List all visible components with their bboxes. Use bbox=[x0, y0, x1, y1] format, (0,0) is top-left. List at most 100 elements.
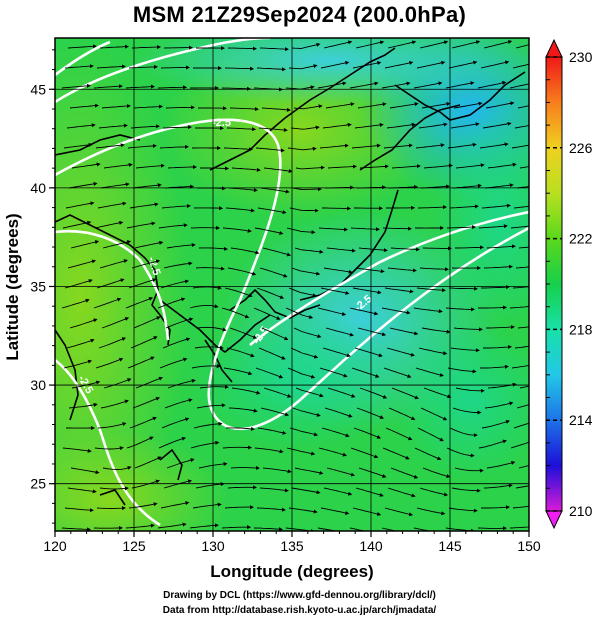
streamline bbox=[285, 307, 314, 319]
streamline bbox=[516, 404, 529, 409]
streamline bbox=[446, 447, 475, 458]
colorbar-tick-label: 226 bbox=[569, 140, 593, 156]
streamline bbox=[103, 162, 133, 169]
streamline bbox=[320, 507, 350, 515]
streamline bbox=[318, 447, 347, 457]
streamline bbox=[413, 307, 443, 314]
streamline bbox=[286, 447, 316, 456]
streamline bbox=[200, 166, 230, 171]
streamline bbox=[386, 122, 416, 129]
streamline bbox=[326, 247, 356, 253]
streamline bbox=[289, 427, 319, 437]
streamline bbox=[350, 447, 379, 459]
streamline bbox=[159, 144, 190, 149]
streamline bbox=[225, 207, 255, 213]
streamline bbox=[415, 143, 445, 149]
streamline bbox=[157, 85, 188, 90]
streamline bbox=[129, 202, 159, 209]
streamline bbox=[158, 436, 187, 449]
streamline bbox=[325, 327, 354, 337]
streamline bbox=[421, 327, 451, 334]
streamline bbox=[135, 163, 165, 169]
streamline bbox=[195, 482, 225, 489]
streamline bbox=[226, 347, 255, 358]
streamline bbox=[292, 407, 321, 417]
streamline bbox=[384, 61, 414, 69]
streamline bbox=[354, 122, 384, 129]
streamline bbox=[455, 245, 485, 250]
streamline bbox=[417, 427, 444, 442]
streamline bbox=[262, 467, 292, 474]
streamline bbox=[383, 367, 412, 378]
streamline bbox=[480, 60, 510, 69]
credit-data: Data from http://database.rish.kyoto-u.a… bbox=[162, 605, 437, 616]
streamline bbox=[448, 286, 479, 291]
streamline bbox=[416, 287, 446, 293]
streamline bbox=[224, 505, 255, 510]
streamline bbox=[291, 42, 321, 49]
streamline bbox=[258, 127, 288, 133]
streamline bbox=[417, 205, 448, 210]
streamline bbox=[223, 147, 254, 152]
colorbar-tick-label: 222 bbox=[569, 231, 593, 247]
streamline bbox=[350, 227, 381, 232]
streamline bbox=[414, 447, 442, 461]
streamline bbox=[103, 378, 132, 389]
streamline bbox=[355, 487, 384, 497]
streamline bbox=[256, 507, 286, 512]
streamline bbox=[132, 396, 160, 409]
streamline bbox=[509, 83, 529, 89]
streamline bbox=[322, 206, 352, 211]
streamline bbox=[191, 364, 221, 369]
streamline bbox=[517, 326, 529, 329]
streamline bbox=[130, 336, 158, 349]
streamline bbox=[359, 164, 389, 169]
streamline bbox=[135, 376, 163, 389]
streamline bbox=[325, 102, 355, 109]
streamline bbox=[295, 387, 324, 398]
streamline bbox=[487, 162, 517, 169]
colorbar-tick-label: 210 bbox=[569, 503, 593, 519]
streamline bbox=[134, 456, 162, 469]
streamline bbox=[133, 316, 161, 329]
streamline bbox=[157, 522, 187, 529]
streamline bbox=[391, 164, 421, 169]
streamline bbox=[263, 167, 293, 174]
streamline bbox=[486, 244, 516, 249]
y-tick-label: 35 bbox=[30, 278, 46, 294]
streamline bbox=[324, 407, 353, 418]
streamline bbox=[413, 81, 443, 89]
streamline bbox=[258, 347, 286, 360]
streamline bbox=[100, 399, 129, 409]
streamline bbox=[518, 246, 529, 249]
streamline bbox=[128, 502, 158, 509]
streamline bbox=[352, 287, 382, 295]
streamline bbox=[61, 83, 91, 89]
streamline bbox=[386, 347, 415, 357]
streamline bbox=[167, 164, 198, 170]
coastline bbox=[55, 47, 526, 506]
streamline bbox=[516, 186, 529, 189]
streamline bbox=[353, 427, 382, 439]
streamline bbox=[419, 487, 449, 497]
streamline bbox=[66, 123, 96, 129]
streamline bbox=[326, 467, 356, 477]
streamline bbox=[480, 364, 509, 369]
streamline bbox=[359, 387, 388, 399]
streamline bbox=[423, 163, 453, 169]
streamline bbox=[163, 261, 193, 269]
streamline bbox=[96, 64, 126, 69]
streamline bbox=[253, 307, 281, 320]
graticule bbox=[55, 38, 529, 531]
colorbar-tick-label: 230 bbox=[569, 49, 593, 65]
streamline bbox=[323, 40, 353, 49]
streamline bbox=[227, 46, 258, 51]
streamline bbox=[387, 40, 417, 49]
streamline bbox=[292, 187, 322, 192]
streamline bbox=[161, 204, 191, 209]
streamline bbox=[131, 259, 161, 269]
streamline bbox=[161, 417, 190, 429]
streamline bbox=[451, 40, 481, 49]
streamline bbox=[196, 403, 226, 409]
streamline bbox=[224, 287, 253, 298]
